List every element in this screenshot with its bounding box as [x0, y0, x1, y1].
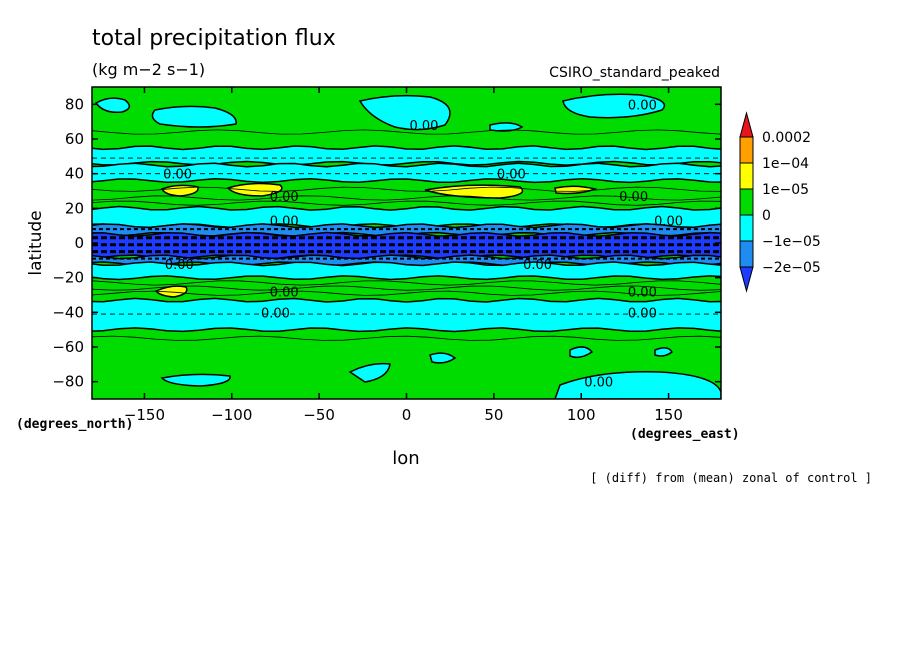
contour-labels: 0.00 0.00 0.00 0.00 0.00 0.00 0.00 0.00 0.00 0.00…	[163, 98, 683, 390]
contour-3	[92, 280, 721, 286]
contour-label: 0.00	[654, 214, 683, 229]
x-tick-label: −50	[303, 406, 335, 424]
contour-label: 0.00	[409, 119, 438, 134]
colorbar-arrow-bottom	[739, 266, 754, 293]
contour-label: 0.00	[628, 306, 657, 321]
colorbar-swatch	[739, 162, 754, 190]
contour-label: 0.00	[619, 190, 648, 205]
patch-north-3	[358, 94, 451, 131]
contour-label: 0.00	[270, 190, 299, 205]
plot-area	[92, 87, 721, 399]
colorbar-label: −1e−05	[762, 234, 821, 250]
colorbar-label: −2e−05	[762, 260, 821, 276]
y-tick-label: −40	[52, 303, 84, 321]
y-tick-label: −80	[52, 373, 84, 391]
x-axis: −150 −100 −50 0 50 100 150	[124, 87, 683, 424]
y-tick-label: 80	[65, 95, 84, 113]
patch-south-2	[348, 362, 391, 383]
x-axis-label: lon	[392, 448, 419, 469]
band-7	[92, 297, 721, 333]
contour-label: 0.00	[270, 286, 299, 301]
y-tick-label: 20	[65, 199, 84, 217]
y-tick-label: 40	[65, 165, 84, 183]
colorbar-label: 0.0002	[762, 130, 811, 146]
contour-4	[92, 285, 721, 291]
yellow-patch-4	[554, 185, 598, 195]
colorbar: 0.0002 1e−04 1e−05 0 −1e−05 −2e−05	[739, 111, 821, 293]
units-label: (kg m−2 s−1)	[92, 60, 205, 79]
colorbar-swatch	[739, 214, 754, 242]
chart-title: total precipitation flux	[92, 26, 336, 51]
patch-south-5	[569, 346, 594, 359]
y-tick-label: 60	[65, 130, 84, 148]
anomaly-bands	[92, 145, 721, 333]
patch-north-2	[151, 105, 237, 128]
band-0	[92, 145, 721, 166]
x-tick-label: 150	[654, 406, 683, 424]
patch-south-4	[554, 371, 721, 399]
contour-0	[92, 186, 721, 192]
patch-south-6	[654, 347, 673, 357]
y-tick-label: −60	[52, 338, 84, 356]
contour-label: 0.00	[628, 98, 657, 113]
cyan-patches	[94, 93, 721, 399]
patch-south-1	[160, 373, 231, 387]
contour-6	[92, 335, 721, 341]
yellow-patches	[154, 182, 598, 298]
patch-south-3	[429, 352, 457, 364]
x-tick-label: 50	[484, 406, 503, 424]
contour-2	[92, 200, 721, 206]
yellow-patch-1	[160, 184, 199, 197]
band-1	[92, 162, 721, 184]
colorbar-label: 0	[762, 208, 771, 224]
y-unit-label: (degrees_north)	[16, 417, 133, 432]
contour-label: 0.00	[165, 258, 194, 273]
colorbar-swatch	[739, 188, 754, 216]
band-2	[92, 205, 721, 229]
x-unit-label: (degrees_east)	[630, 427, 740, 442]
contour-label: 0.00	[261, 306, 290, 321]
contour-1	[92, 195, 721, 201]
footnote: [ (diff) from (mean) zonal of control ]	[590, 471, 872, 485]
x-tick-label: 0	[402, 406, 412, 424]
colorbar-swatch	[739, 136, 754, 164]
x-tick-label: −100	[211, 406, 252, 424]
contour-7	[92, 129, 721, 135]
contour-label: 0.00	[628, 286, 657, 301]
contour-5	[92, 290, 721, 296]
y-axis-label: latitude	[26, 210, 46, 275]
y-tick-label: 0	[74, 234, 84, 252]
contour-label: 0.00	[270, 214, 299, 229]
patch-north-4	[562, 93, 666, 119]
y-axis: 80 60 40 20 0 −20 −40 −60 −80	[52, 95, 721, 391]
contour-label: 0.00	[497, 168, 526, 183]
x-tick-label: 100	[567, 406, 596, 424]
x-tick-label: −150	[124, 406, 165, 424]
patch-north-1	[94, 97, 131, 114]
contour-lines	[92, 129, 721, 341]
band-6	[92, 261, 721, 281]
colorbar-label: 1e−05	[762, 182, 809, 198]
model-label: CSIRO_standard_peaked	[549, 65, 720, 81]
patch-north-5	[489, 122, 524, 132]
contour-label: 0.00	[523, 258, 552, 273]
contour-label: 0.00	[163, 168, 192, 183]
colorbar-arrow-top	[739, 111, 754, 138]
contour-label: 0.00	[584, 376, 613, 391]
colorbar-label: 1e−04	[762, 156, 809, 172]
y-tick-label: −20	[52, 269, 84, 287]
colorbar-swatch	[739, 240, 754, 268]
